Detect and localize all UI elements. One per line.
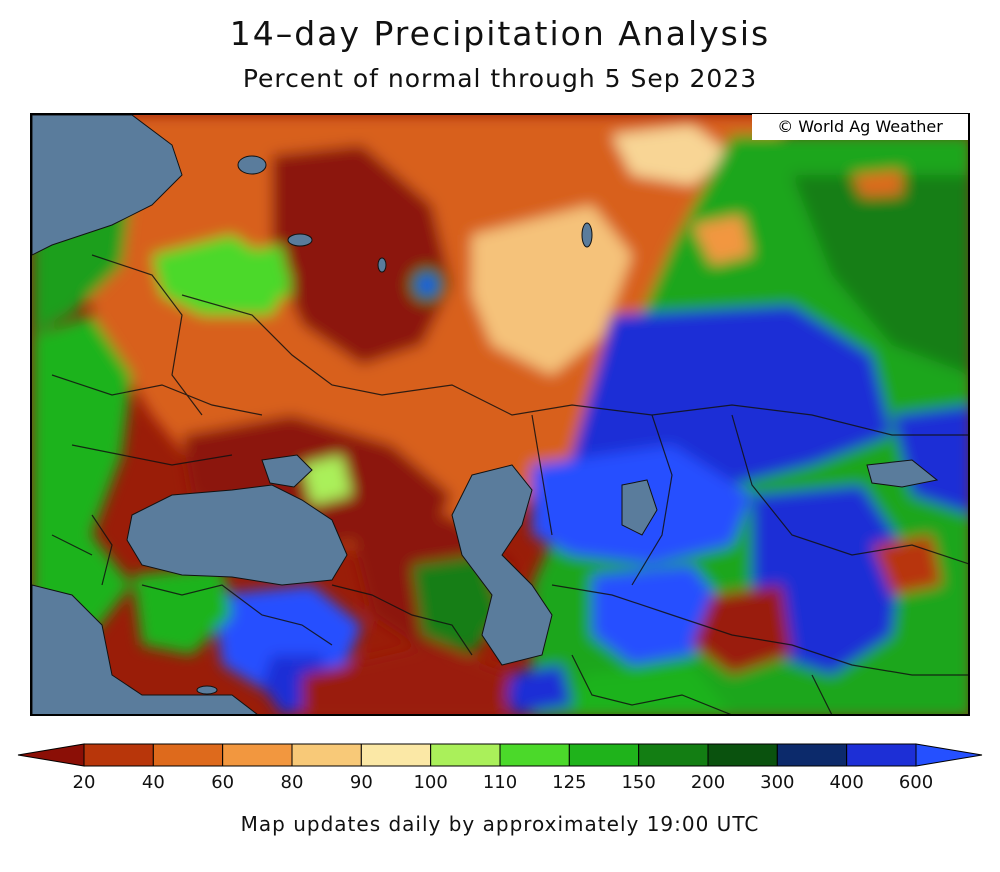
- legend-tick-label: 200: [691, 772, 725, 793]
- legend-tick-label: 40: [142, 772, 165, 793]
- legend-swatch: [638, 743, 709, 767]
- credit-label: © World Ag Weather: [752, 114, 968, 140]
- legend-tick-label: 125: [552, 772, 586, 793]
- legend-swatch: [776, 743, 848, 767]
- legend-tick-label: 300: [760, 772, 794, 793]
- legend-tick-label: 100: [413, 772, 447, 793]
- precipitation-map: [30, 113, 970, 716]
- legend-boxes: [17, 743, 983, 767]
- lake-balkhash: [866, 459, 939, 488]
- mediterranean-sea: [32, 584, 258, 714]
- legend-swatch: [568, 743, 640, 767]
- legend-swatch: [83, 743, 154, 767]
- precip-field: [32, 115, 968, 714]
- legend-tick-label: 150: [621, 772, 655, 793]
- update-note: Map updates daily by approximately 19:00…: [240, 812, 760, 836]
- legend-tick-label: 110: [483, 772, 517, 793]
- baltic-sea: [32, 115, 183, 256]
- water-bodies: [32, 115, 939, 714]
- country-borders: [51, 254, 968, 714]
- color-legend: 20 40 60 80 90 100 110 125 150 200 300 400 600: [17, 743, 983, 793]
- legend-tick-label: 400: [829, 772, 863, 793]
- legend-tick-label: 20: [73, 772, 96, 793]
- legend-tick-label: 90: [350, 772, 373, 793]
- caspian-sea: [451, 464, 553, 666]
- aral-sea: [621, 479, 658, 536]
- legend-arrow-low: [17, 743, 85, 767]
- legend-swatch: [222, 743, 293, 767]
- legend-tick-label: 600: [899, 772, 933, 793]
- legend-swatch: [152, 743, 224, 767]
- legend-swatch: [707, 743, 778, 767]
- legend-swatch: [291, 743, 362, 767]
- map-subtitle: Percent of normal through 5 Sep 2023: [242, 64, 758, 93]
- legend-tick-label: 60: [211, 772, 234, 793]
- legend-labels: 20 40 60 80 90 100 110 125 150 200 300 400 600: [73, 772, 934, 793]
- map-title: 14–day Precipitation Analysis: [229, 14, 771, 53]
- legend-swatch: [360, 743, 432, 767]
- legend-swatch: [499, 743, 570, 767]
- sea-of-azov: [261, 454, 313, 488]
- legend-tick-label: 80: [281, 772, 304, 793]
- map-canvas: [32, 115, 968, 714]
- legend-swatch: [430, 743, 501, 767]
- legend-swatch: [846, 743, 917, 767]
- black-sea: [126, 484, 348, 586]
- legend-arrow-high: [915, 743, 983, 767]
